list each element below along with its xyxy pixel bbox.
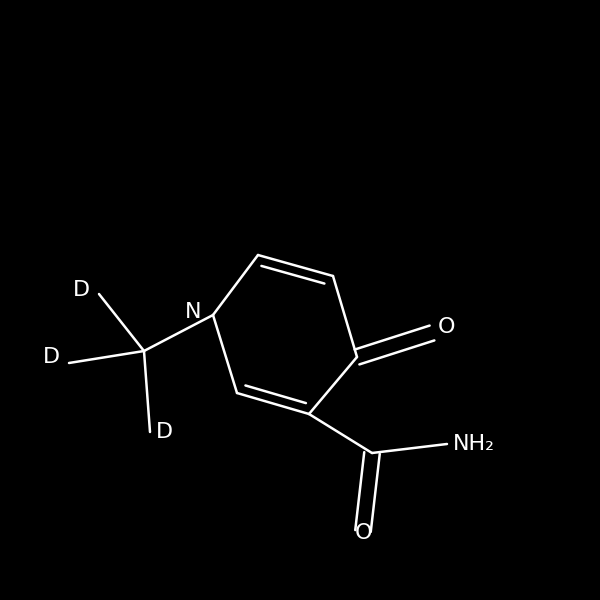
Text: D: D (73, 280, 90, 300)
Text: N: N (185, 302, 201, 322)
Text: D: D (156, 422, 173, 442)
Text: D: D (43, 347, 60, 367)
Text: O: O (354, 523, 372, 543)
Text: NH₂: NH₂ (453, 434, 495, 454)
Text: O: O (438, 317, 455, 337)
